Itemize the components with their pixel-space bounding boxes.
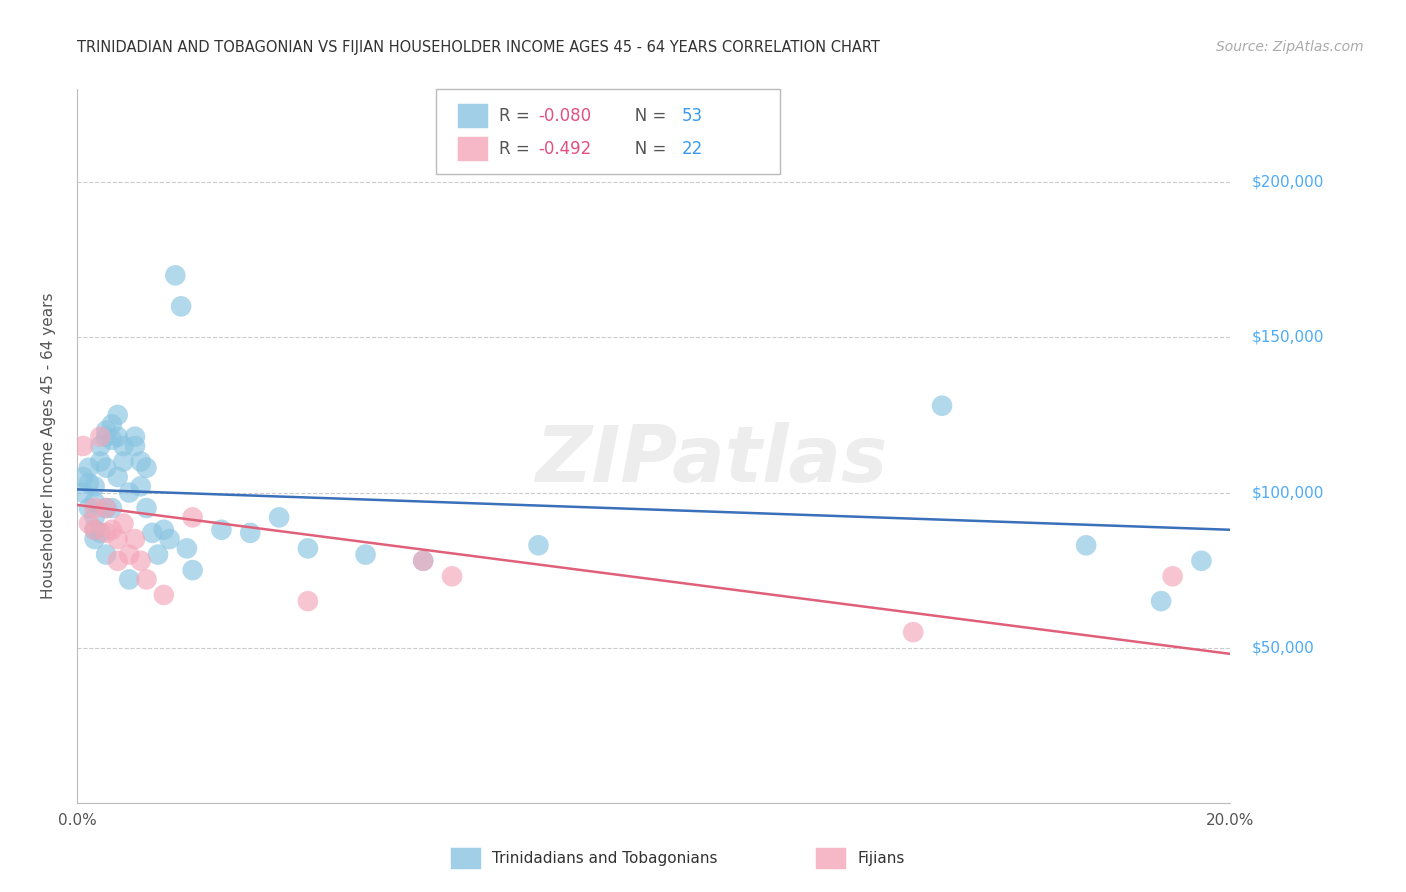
Text: R =: R = [499,140,536,158]
Point [124,439,146,453]
Point [297,594,319,608]
Point [107,408,129,422]
Point [101,523,124,537]
Point [96,525,118,540]
Point [101,501,124,516]
Point [89,525,111,540]
Point [1161,569,1184,583]
Point [107,532,129,546]
Point [239,525,262,540]
Text: -0.080: -0.080 [538,107,592,125]
Point [129,454,152,468]
Point [176,541,198,556]
Point [354,548,377,562]
Point [135,501,157,516]
Point [96,501,118,516]
Point [89,439,111,453]
Point [1191,554,1213,568]
Text: Source: ZipAtlas.com: Source: ZipAtlas.com [1216,40,1364,54]
Point [101,417,124,432]
Point [181,510,204,524]
Point [124,430,146,444]
Point [118,548,141,562]
Text: 53: 53 [682,107,703,125]
Point [124,532,146,546]
Text: N =: N = [619,140,671,158]
Point [83,501,105,516]
Point [118,485,141,500]
Point [89,430,111,444]
Point [441,569,464,583]
Point [83,532,105,546]
Point [1076,538,1098,552]
Point [1150,594,1173,608]
Text: Trinidadians and Tobagonians: Trinidadians and Tobagonians [492,851,717,865]
Point [72,470,94,484]
Point [77,476,100,491]
Point [77,460,100,475]
Point [112,516,135,531]
Text: R =: R = [499,107,536,125]
Point [77,501,100,516]
Point [412,554,434,568]
Point [181,563,204,577]
Point [107,470,129,484]
Point [129,554,152,568]
Text: Fijians: Fijians [858,851,905,865]
Text: ZIPatlas: ZIPatlas [536,422,887,499]
Point [146,548,169,562]
Text: $150,000: $150,000 [1251,330,1323,345]
Point [89,454,111,468]
Point [77,516,100,531]
Point [135,460,157,475]
Point [83,523,105,537]
Point [153,588,174,602]
Point [931,399,953,413]
Text: 22: 22 [682,140,703,158]
Point [83,510,105,524]
Point [112,454,135,468]
Point [72,439,94,453]
Text: TRINIDADIAN AND TOBAGONIAN VS FIJIAN HOUSEHOLDER INCOME AGES 45 - 64 YEARS CORRE: TRINIDADIAN AND TOBAGONIAN VS FIJIAN HOU… [77,40,880,55]
Point [107,554,129,568]
Point [96,548,118,562]
Point [903,625,925,640]
Point [527,538,550,552]
Point [170,299,193,313]
Point [135,573,157,587]
Point [96,460,118,475]
Point [112,439,135,453]
Point [412,554,434,568]
Point [297,541,319,556]
Point [129,479,152,493]
Point [211,523,233,537]
Text: N =: N = [619,107,671,125]
Point [83,523,105,537]
Point [107,430,129,444]
Text: $200,000: $200,000 [1251,175,1323,190]
Point [96,430,118,444]
Point [96,501,118,516]
Point [267,510,291,524]
Point [159,532,181,546]
Point [72,485,94,500]
Point [96,424,118,438]
Y-axis label: Householder Income Ages 45 - 64 years: Householder Income Ages 45 - 64 years [42,293,56,599]
Point [165,268,187,283]
Point [153,523,174,537]
Point [118,573,141,587]
Text: -0.492: -0.492 [538,140,592,158]
Text: $100,000: $100,000 [1251,485,1323,500]
Point [83,479,105,493]
Point [83,495,105,509]
Text: $50,000: $50,000 [1251,640,1315,655]
Point [141,525,163,540]
Point [101,433,124,447]
